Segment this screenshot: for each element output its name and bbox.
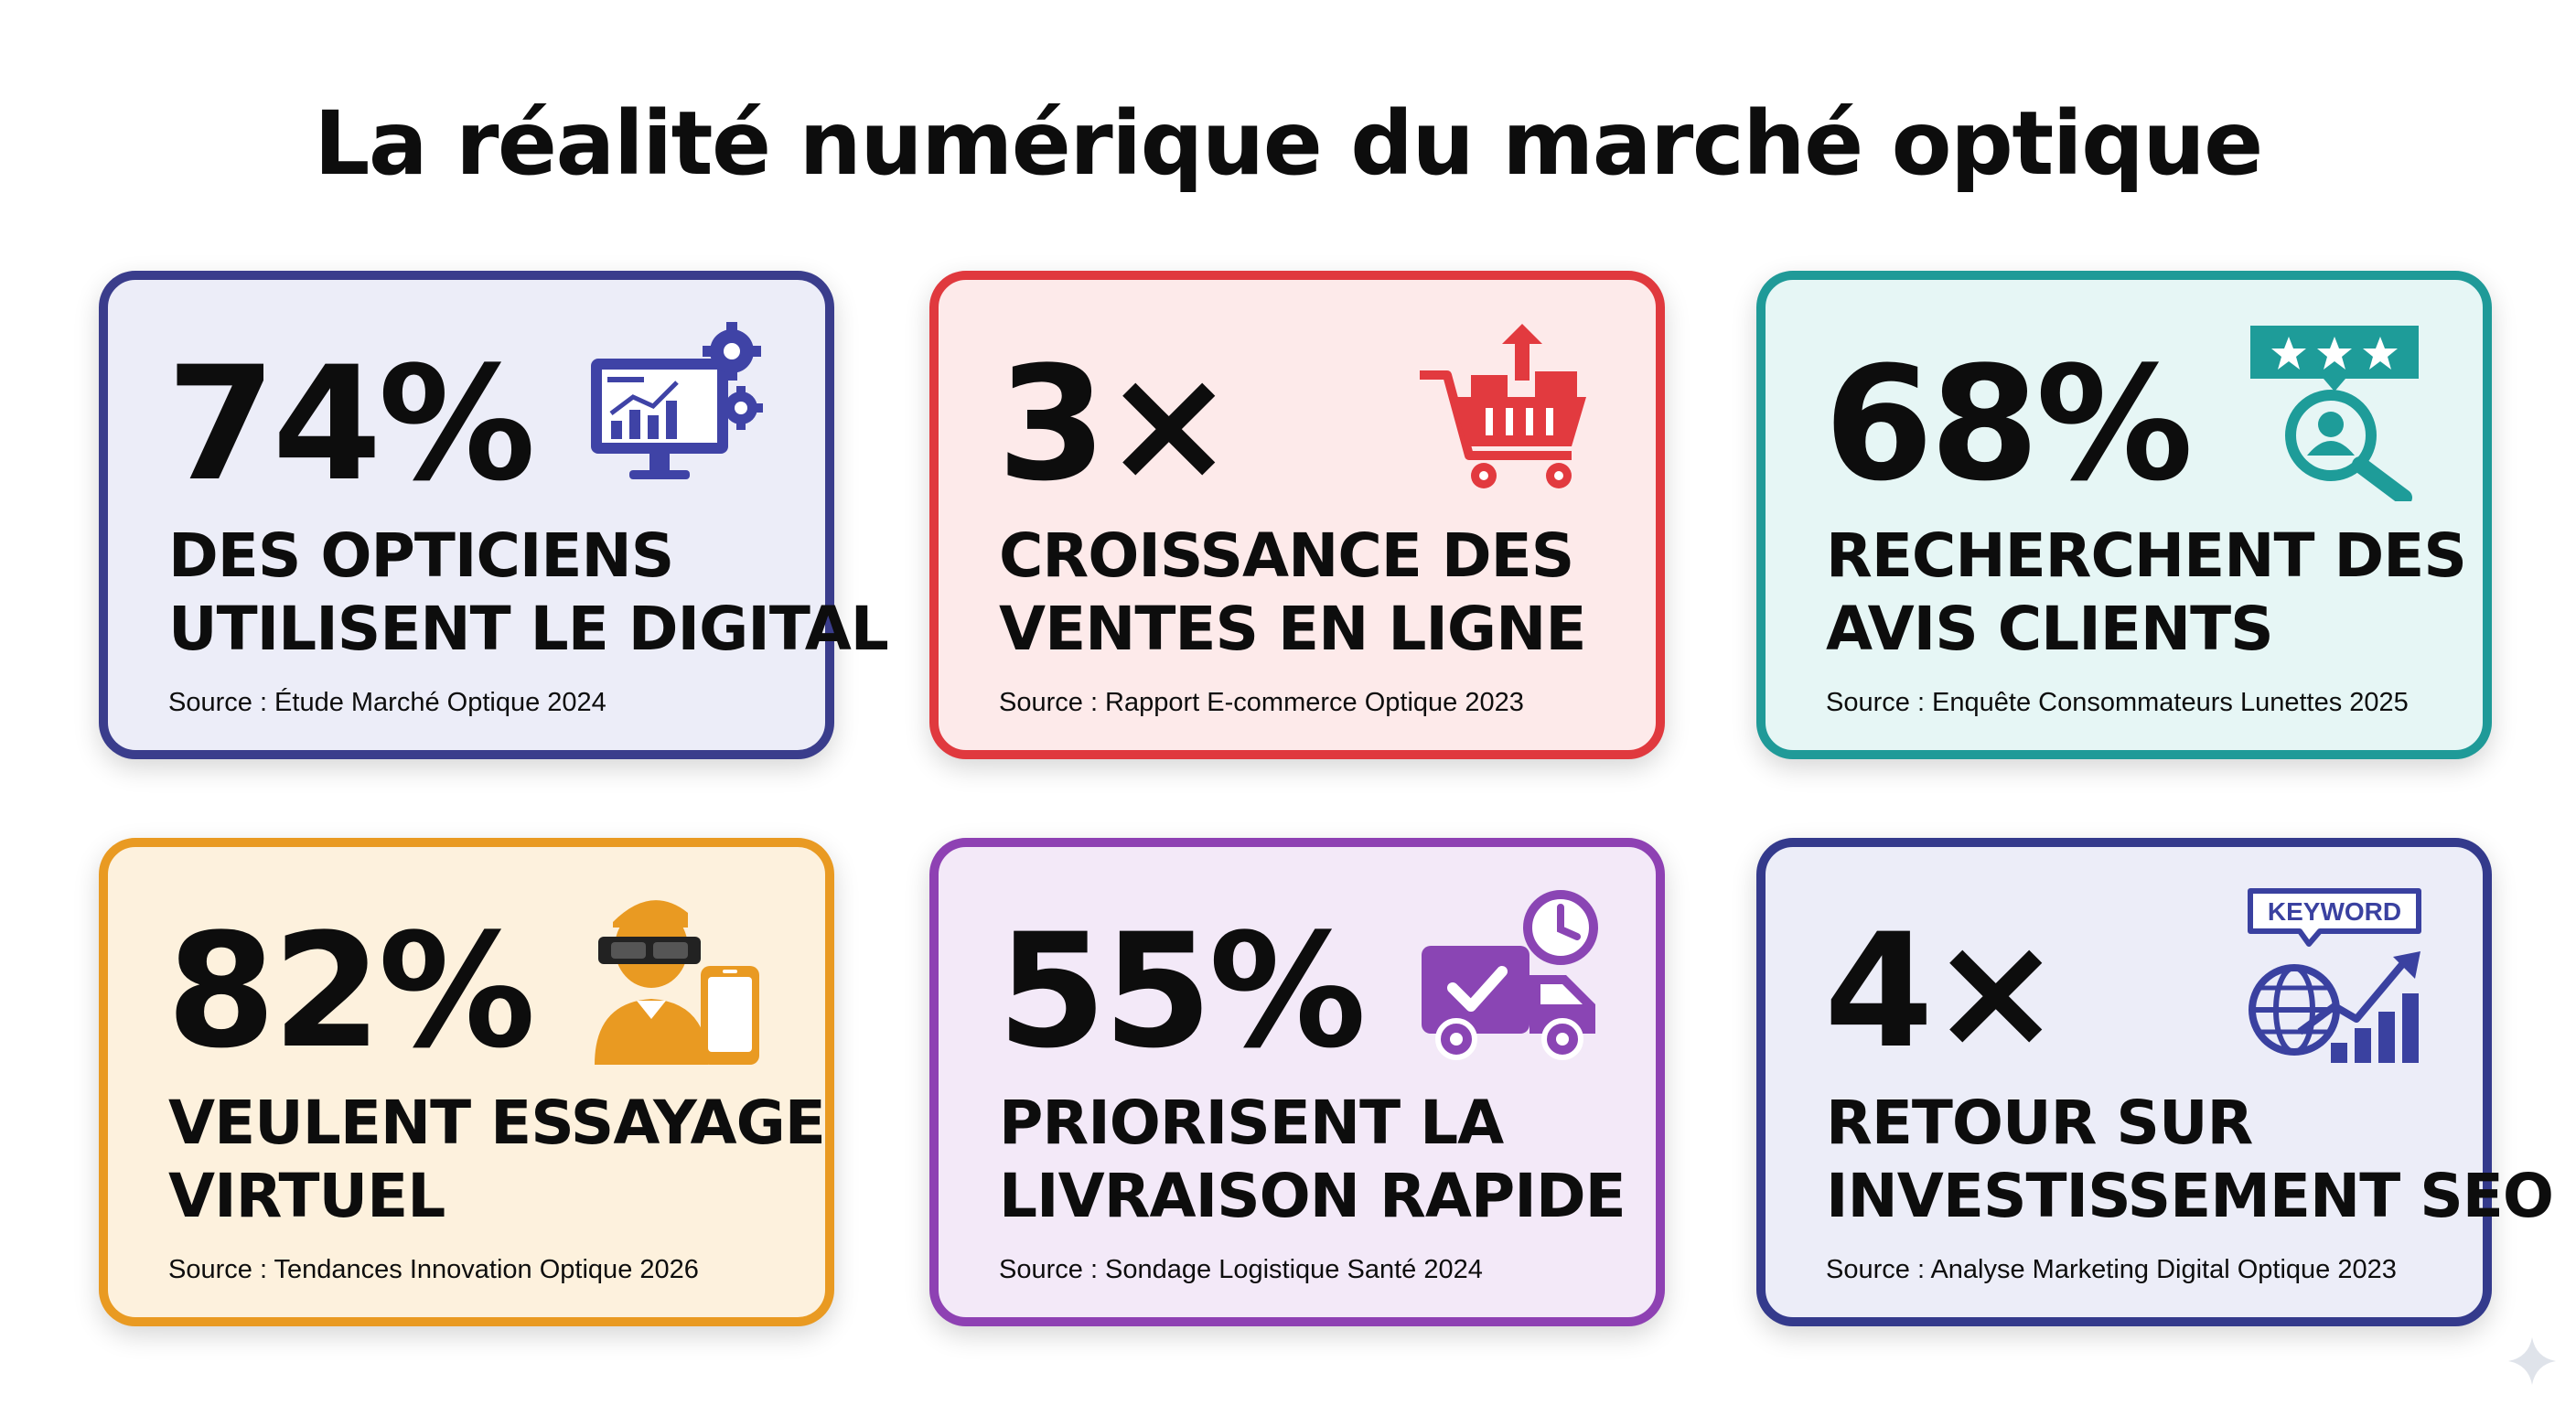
stat-value: 82%	[166, 899, 536, 1083]
delivery-truck-clock-icon	[1416, 885, 1599, 1068]
stat-value: 55%	[997, 899, 1367, 1083]
stat-label-line-2: LIVRAISON RAPIDE	[999, 1161, 1626, 1231]
monitor-svg	[591, 322, 763, 479]
sparkle-icon	[2505, 1334, 2560, 1389]
truck-svg	[1422, 890, 1598, 1060]
source-text: Source : Rapport E-commerce Optique 2023	[999, 688, 1524, 717]
stat-label-line-2: VIRTUEL	[168, 1161, 445, 1231]
shopping-cart-growth-icon	[1416, 318, 1599, 501]
stat-label: CROISSANCE DES VENTES EN LIGNE	[999, 520, 1639, 666]
seo-svg: KEYWORD	[2248, 888, 2421, 1063]
stat-label: DES OPTICIENS UTILISENT LE DIGITAL	[168, 520, 889, 666]
stat-value: 4×	[1824, 899, 2062, 1083]
stat-value: 74%	[166, 332, 536, 516]
source-text: Source : Enquête Consommateurs Lunettes …	[1826, 688, 2409, 717]
stat-card-virtual-try-on: 82% VEULENT ESSAYAGE VIRTUEL Source : Te…	[99, 838, 834, 1326]
person-vr-smartphone-icon	[585, 885, 768, 1068]
stat-value: 68%	[1824, 332, 2194, 516]
stat-label: RECHERCHENT DES AVIS CLIENTS	[1826, 520, 2467, 666]
source-text: Source : Tendances Innovation Optique 20…	[168, 1255, 699, 1284]
stat-label: RETOUR SUR INVESTISSEMENT SEO	[1826, 1087, 2554, 1233]
stat-label-line-2: UTILISENT LE DIGITAL	[168, 594, 889, 664]
review-svg	[2250, 326, 2419, 501]
source-text: Source : Étude Marché Optique 2024	[168, 688, 606, 717]
keyword-badge-text: KEYWORD	[2268, 897, 2401, 926]
stat-label-line-1: VEULENT ESSAYAGE	[168, 1088, 826, 1158]
stat-label-line-1: RETOUR SUR	[1826, 1088, 2253, 1158]
sparkle-svg	[2508, 1337, 2556, 1385]
stat-label-line-1: PRIORISENT LA	[999, 1088, 1504, 1158]
vr-svg	[595, 900, 759, 1065]
stat-label-line-1: CROISSANCE DES	[999, 520, 1574, 591]
stat-card-seo-roi: 4× KEYWORD RETOUR SUR INVESTISSEMENT SEO…	[1756, 838, 2554, 1326]
stat-label-line-1: RECHERCHENT DES	[1826, 520, 2467, 591]
stat-label: VEULENT ESSAYAGE VIRTUEL	[168, 1087, 826, 1233]
source-text: Source : Sondage Logistique Santé 2024	[999, 1255, 1483, 1284]
stat-label-line-2: INVESTISSEMENT SEO	[1826, 1161, 2554, 1231]
cart-svg	[1420, 324, 1586, 488]
stat-card-online-sales: 3× CROISSANCE DES VENTES EN LIGNE Source…	[929, 271, 1665, 759]
stat-card-fast-delivery: 55% PRIORISENT LA LIVRAISON RAPIDE Sourc…	[929, 838, 1665, 1326]
stat-value: 3×	[997, 332, 1235, 516]
stat-label: PRIORISENT LA LIVRAISON RAPIDE	[999, 1087, 1639, 1233]
stat-label-line-2: AVIS CLIENTS	[1826, 594, 2274, 664]
keyword-globe-chart-icon: KEYWORD	[2243, 885, 2426, 1068]
stat-label-line-1: DES OPTICIENS	[168, 520, 674, 591]
stat-card-customer-reviews: 68% RECHERCHENT DES AVIS CLIENTS Source …	[1756, 271, 2492, 759]
monitor-analytics-gears-icon	[585, 318, 768, 501]
star-rating-search-icon	[2243, 318, 2426, 501]
source-text: Source : Analyse Marketing Digital Optiq…	[1826, 1255, 2397, 1284]
page-title: La réalité numérique du marché optique	[314, 92, 2263, 195]
stat-card-digital-opticians: 74% DES OPTICIE	[99, 271, 889, 759]
stat-label-line-2: VENTES EN LIGNE	[999, 594, 1586, 664]
